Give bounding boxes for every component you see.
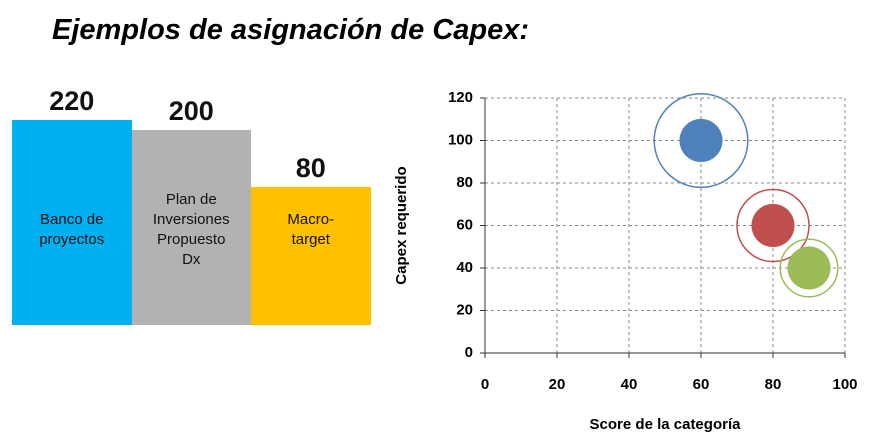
slide-title: Ejemplos de asignación de Capex: [52, 14, 530, 46]
y-tick-label: 20 [456, 301, 473, 318]
value-label: 200 [168, 95, 214, 126]
y-tick-label: 100 [448, 131, 473, 148]
category-label: Macro- target [287, 211, 335, 248]
value-label: 80 [295, 152, 326, 183]
bar [251, 186, 371, 325]
bubble [679, 118, 723, 163]
y-tick-label: 0 [465, 344, 473, 361]
value-label: 220 [49, 86, 95, 116]
x-axis-label: Score de la categoría [590, 416, 742, 433]
bubble [787, 246, 831, 290]
y-axis-label: Capex requerido [393, 166, 410, 284]
category-label: Plan de Inversiones Propuesto Dx [152, 191, 230, 268]
x-tick-label: 80 [765, 376, 782, 393]
y-tick-label: 80 [456, 174, 473, 191]
x-tick-label: 40 [621, 376, 638, 393]
x-tick-label: 100 [832, 376, 857, 393]
bubble-ring [653, 92, 749, 189]
x-tick-label: 60 [693, 376, 710, 393]
x-tick-label: 20 [549, 376, 566, 393]
y-tick-label: 120 [448, 89, 473, 106]
category-label: Banco de proyectos [39, 211, 105, 248]
bubble-ring [779, 238, 839, 298]
bar [131, 129, 251, 325]
y-tick-label: 60 [456, 216, 473, 233]
bubble-ring [736, 188, 810, 263]
x-tick-label: 0 [481, 376, 489, 393]
bar [12, 120, 132, 325]
y-tick-label: 40 [456, 259, 473, 276]
bubble [751, 203, 795, 248]
